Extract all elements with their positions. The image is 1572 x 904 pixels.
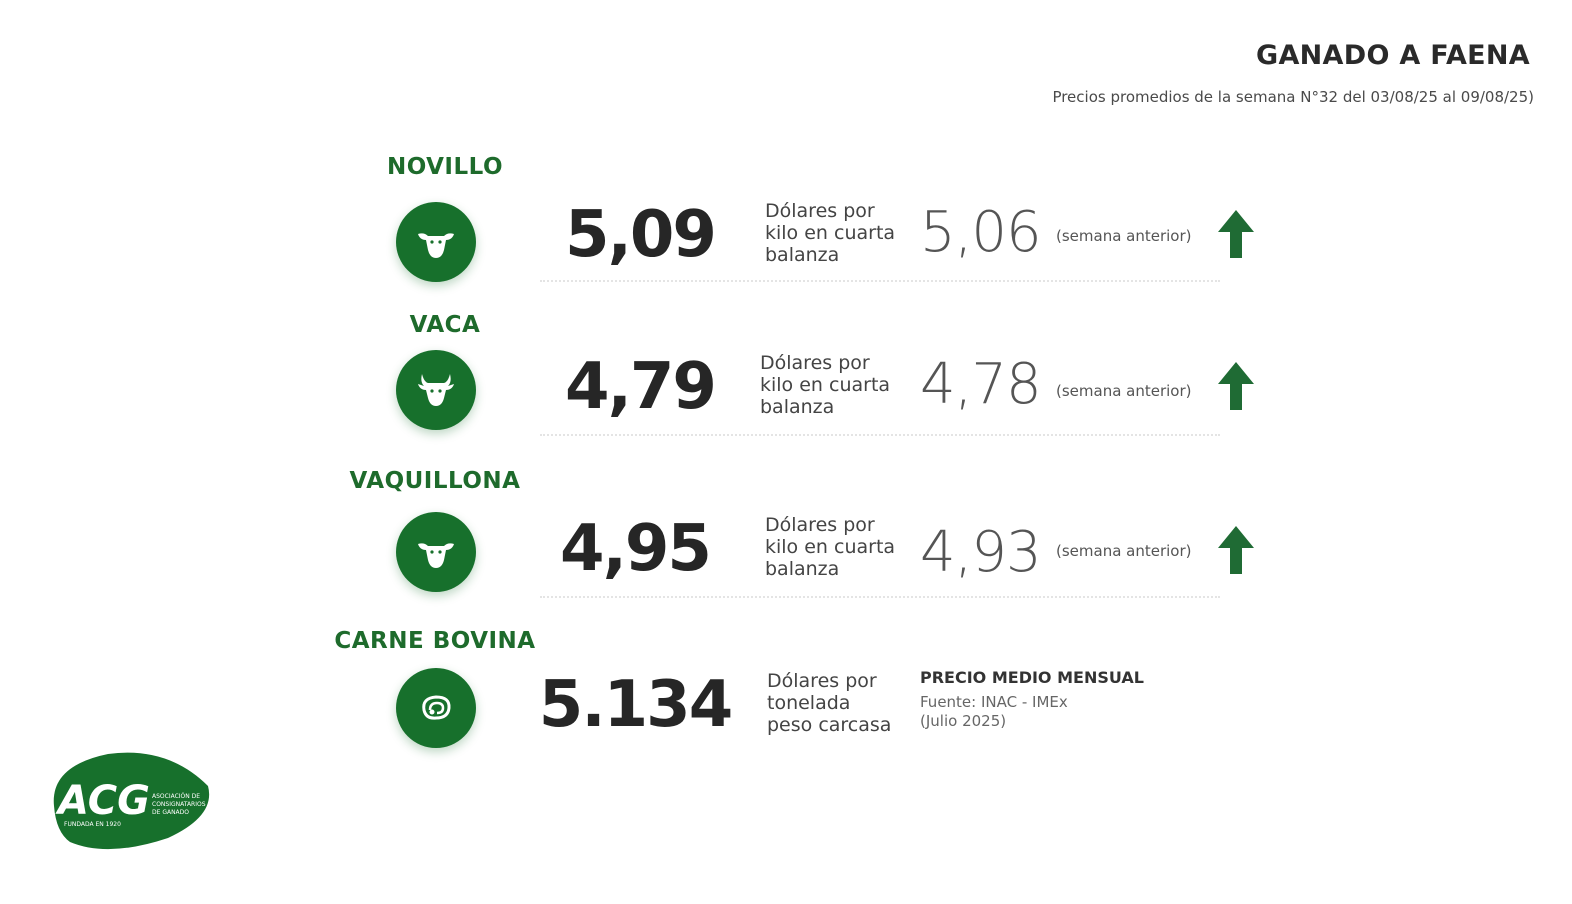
price-row-vaquillona: VAQUILLONA 4,95 Dólares por kilo en cuar… bbox=[330, 464, 1290, 614]
category-label: NOVILLO bbox=[386, 154, 504, 180]
unit-line: kilo en cuarta bbox=[760, 374, 891, 396]
price-row-novillo: NOVILLO 5,09 Dólares por kilo en cuarta … bbox=[330, 150, 1290, 300]
previous-price: 5,06 bbox=[920, 200, 1042, 265]
unit-line: kilo en cuarta bbox=[765, 536, 896, 558]
current-price: 5,09 bbox=[565, 198, 717, 272]
current-price: 4,79 bbox=[565, 350, 717, 424]
cow-head-icon bbox=[396, 202, 476, 282]
logo-subtext-line: DE GANADO bbox=[152, 809, 189, 816]
unit-line: peso carcasa bbox=[767, 714, 892, 736]
unit-line: Dólares por bbox=[765, 514, 875, 536]
price-row-carne-bovina: CARNE BOVINA 5.134 Dólares por tonelada … bbox=[330, 626, 1290, 776]
category-label: CARNE BOVINA bbox=[334, 628, 536, 654]
unit-label: Dólares por kilo en cuarta balanza bbox=[760, 352, 910, 418]
source-line: (Julio 2025) bbox=[920, 712, 1007, 730]
unit-label: Dólares por kilo en cuarta balanza bbox=[765, 200, 915, 266]
unit-label: Dólares por tonelada peso carcasa bbox=[767, 670, 917, 736]
steak-icon bbox=[396, 668, 476, 748]
row-divider bbox=[540, 434, 1220, 436]
unit-line: balanza bbox=[765, 558, 840, 580]
unit-label: Dólares por kilo en cuarta balanza bbox=[765, 514, 915, 580]
previous-price: 4,93 bbox=[920, 520, 1042, 585]
heifer-head-icon bbox=[396, 512, 476, 592]
unit-line: Dólares por bbox=[760, 352, 870, 374]
previous-week-label: (semana anterior) bbox=[1056, 227, 1192, 245]
unit-line: balanza bbox=[760, 396, 835, 418]
current-price: 5.134 bbox=[538, 668, 733, 742]
arrow-up-icon bbox=[1218, 362, 1254, 410]
row-divider bbox=[540, 596, 1220, 598]
monthly-price-title: PRECIO MEDIO MENSUAL bbox=[920, 668, 1144, 687]
unit-line: tonelada bbox=[767, 692, 851, 714]
page-subtitle: Precios promedios de la semana N°32 del … bbox=[1052, 88, 1534, 106]
category-label: VAQUILLONA bbox=[349, 468, 521, 494]
unit-line: Dólares por bbox=[767, 670, 877, 692]
unit-line: Dólares por bbox=[765, 200, 875, 222]
logo-text: ACG bbox=[55, 778, 150, 824]
cow-horns-icon bbox=[396, 350, 476, 430]
arrow-up-icon bbox=[1218, 210, 1254, 258]
logo-subtext-line: ASOCIACIÓN DE bbox=[152, 793, 200, 800]
previous-price: 4,78 bbox=[920, 352, 1042, 417]
arrow-up-icon bbox=[1218, 526, 1254, 574]
unit-line: balanza bbox=[765, 244, 840, 266]
current-price: 4,95 bbox=[560, 512, 712, 586]
logo-founded: FUNDADA EN 1920 bbox=[64, 821, 121, 828]
logo-subtext-line: CONSIGNATARIOS bbox=[152, 801, 206, 808]
unit-line: kilo en cuarta bbox=[765, 222, 896, 244]
category-label: VACA bbox=[409, 312, 481, 338]
price-row-vaca: VACA 4,79 Dólares por kilo en cuarta bal… bbox=[330, 308, 1290, 458]
page-title: GANADO A FAENA bbox=[1256, 40, 1530, 71]
source-line: Fuente: INAC - IMEx bbox=[920, 693, 1068, 711]
row-divider bbox=[540, 280, 1220, 282]
acg-logo: ACG ASOCIACIÓN DE CONSIGNATARIOS DE GANA… bbox=[53, 752, 210, 850]
previous-week-label: (semana anterior) bbox=[1056, 542, 1192, 560]
source-note: Fuente: INAC - IMEx (Julio 2025) bbox=[920, 693, 1068, 731]
previous-week-label: (semana anterior) bbox=[1056, 382, 1192, 400]
